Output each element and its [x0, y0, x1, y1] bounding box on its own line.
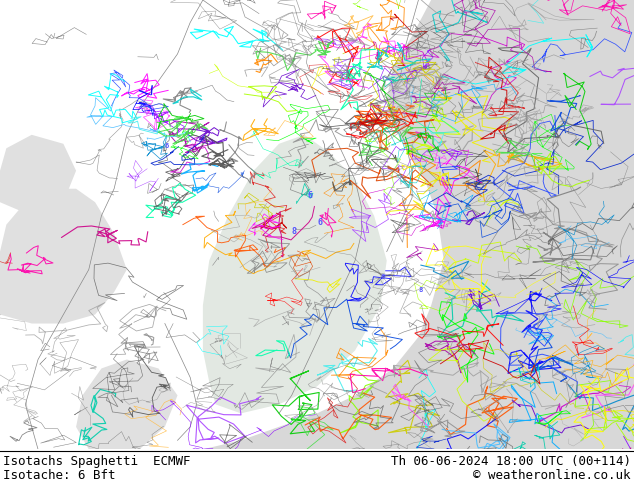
Text: 6: 6	[317, 218, 322, 227]
Text: Isotache: 6 Bft: Isotache: 6 Bft	[3, 469, 115, 482]
Polygon shape	[0, 189, 127, 323]
Polygon shape	[0, 135, 76, 216]
Text: 8: 8	[292, 227, 297, 236]
Text: 8: 8	[418, 287, 423, 293]
Text: Th 06-06-2024 18:00 UTC (00+114): Th 06-06-2024 18:00 UTC (00+114)	[391, 455, 631, 468]
Text: 6: 6	[165, 143, 169, 149]
Text: Isotachs Spaghetti  ECMWF: Isotachs Spaghetti ECMWF	[3, 455, 191, 468]
Polygon shape	[203, 0, 634, 449]
Text: © weatheronline.co.uk: © weatheronline.co.uk	[474, 469, 631, 482]
Text: 6: 6	[307, 191, 313, 200]
Polygon shape	[76, 360, 178, 449]
Text: 6: 6	[380, 273, 385, 280]
Polygon shape	[203, 135, 387, 414]
